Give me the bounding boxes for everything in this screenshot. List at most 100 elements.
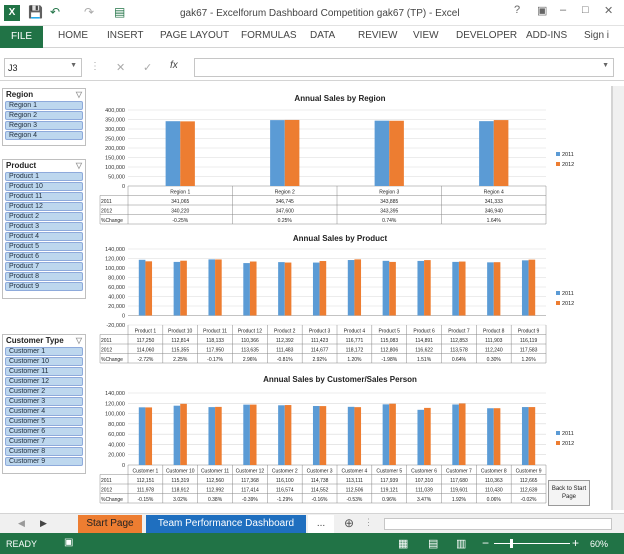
data-label: 0.30% (487, 357, 502, 363)
slicer-product-item[interactable]: Product 11 (5, 191, 83, 202)
page-break-view-icon[interactable]: ▥ (456, 538, 467, 550)
zoom-slider-thumb[interactable] (510, 539, 513, 548)
data-label: 117,414 (241, 488, 259, 494)
redo-icon[interactable]: ↷ (84, 5, 95, 19)
slicer-region-item[interactable]: Region 4 (5, 130, 83, 141)
tab-team-performance[interactable]: Team Performance Dashboard (146, 515, 306, 533)
data-label: 113,578 (450, 348, 468, 354)
page-layout-view-icon[interactable]: ▤ (428, 538, 439, 550)
chevron-down-icon[interactable]: ▼ (70, 62, 77, 69)
clear-filter-icon[interactable]: ▽ (75, 336, 82, 345)
zoom-level[interactable]: 60% (590, 539, 609, 549)
slicer-product-item[interactable]: Product 1 (5, 172, 83, 182)
cancel-icon[interactable]: ✕ (116, 62, 126, 74)
data-label: 119,601 (450, 488, 468, 494)
tab-more-sheets[interactable]: ... (308, 515, 334, 533)
slicer-region-item[interactable]: Region 2 (5, 110, 83, 121)
tab-data[interactable]: DATA (310, 30, 336, 41)
tab-view[interactable]: VIEW (413, 30, 439, 41)
data-label: 117,583 (520, 348, 538, 354)
tab-add-ins[interactable]: ADD-INS (526, 30, 568, 41)
maximize-icon[interactable]: □ (582, 4, 589, 16)
slicer-customer-item[interactable]: Customer 4 (5, 406, 83, 417)
print-preview-icon[interactable]: ▤ (114, 5, 126, 19)
tab-start-page[interactable]: Start Page (78, 515, 142, 533)
sign-in-link[interactable]: Sign i (584, 30, 610, 41)
data-label: -0.39% (242, 497, 258, 503)
data-label: -0.15% (137, 497, 153, 503)
slicer-product-item[interactable]: Product 5 (5, 241, 83, 252)
tab-scroll-left-icon[interactable]: ◀ (18, 518, 25, 528)
tab-scroll-right-icon[interactable]: ▶ (40, 518, 47, 528)
worksheet-area[interactable] (0, 86, 612, 510)
data-label: -0.25% (172, 218, 188, 224)
slicer-product-item[interactable]: Product 12 (5, 201, 83, 212)
tab-formulas[interactable]: FORMULAS (241, 30, 297, 41)
clear-filter-icon[interactable]: ▽ (75, 161, 82, 170)
tab-insert[interactable]: INSERT (107, 30, 144, 41)
new-sheet-icon[interactable]: ⊕ (344, 516, 355, 530)
clear-filter-icon[interactable]: ▽ (75, 90, 82, 99)
slicer-product-item[interactable]: Product 6 (5, 251, 83, 262)
data-label: 112,992 (206, 488, 224, 494)
slicer-product-item[interactable]: Product 3 (5, 221, 83, 232)
slicer-customer-item[interactable]: Customer 10 (5, 356, 83, 367)
slicer-customer-item[interactable]: Customer 11 (5, 366, 83, 377)
slicer-region-item[interactable]: Region 1 (5, 101, 83, 111)
tab-split-icon[interactable]: ⋮ (364, 517, 373, 527)
slicer-customer-item[interactable]: Customer 1 (5, 347, 83, 357)
data-label: 112,392 (276, 338, 294, 344)
vertical-scrollbar[interactable] (612, 86, 624, 510)
bar-2012 (458, 261, 466, 316)
undo-icon[interactable]: ↶ (50, 5, 61, 19)
insert-function-icon[interactable]: fx (170, 60, 178, 71)
minimize-icon[interactable]: – (560, 4, 567, 16)
normal-view-icon[interactable]: ▦ (398, 538, 409, 550)
bar-2012 (493, 408, 501, 465)
slicer-customer-item[interactable]: Customer 12 (5, 376, 83, 387)
slicer-customer-item[interactable]: Customer 2 (5, 386, 83, 397)
bar-2011 (347, 260, 355, 316)
save-icon[interactable]: 💾 (28, 5, 43, 19)
formula-input[interactable]: ▼ (194, 58, 614, 77)
slicer-customer-item[interactable]: Customer 3 (5, 396, 83, 407)
bar-2012 (284, 119, 300, 186)
region-sales-chart: 400,000 350,000 300,000 250,000 200,000 150,0… (99, 108, 574, 225)
data-label: 115,083 (380, 338, 398, 344)
tab-page-layout[interactable]: PAGE LAYOUT (160, 30, 230, 41)
name-box[interactable]: J3 ▼ (4, 58, 82, 77)
slicer-region-item[interactable]: Region 3 (5, 120, 83, 131)
tab-home[interactable]: HOME (58, 30, 88, 41)
x-tick-label: Customer 8 (481, 469, 507, 475)
tab-review[interactable]: REVIEW (358, 30, 398, 41)
slicer-customer-item[interactable]: Customer 9 (5, 456, 83, 467)
slicer-customer-item[interactable]: Customer 7 (5, 436, 83, 447)
ribbon-display-icon[interactable]: ▣ (537, 5, 548, 17)
slicer-customer-item[interactable]: Customer 5 (5, 416, 83, 427)
slicer-product-item[interactable]: Product 9 (5, 281, 83, 292)
data-label: 113,635 (241, 348, 259, 354)
slicer-customer-item[interactable]: Customer 8 (5, 446, 83, 457)
zoom-out-icon[interactable]: − (482, 536, 490, 550)
slicer-product-item[interactable]: Product 2 (5, 211, 83, 222)
tab-developer[interactable]: DEVELOPER (456, 30, 518, 41)
slicer-product-item[interactable]: Product 7 (5, 261, 83, 272)
slicer-customer-item[interactable]: Customer 6 (5, 426, 83, 437)
slicer-product-item[interactable]: Product 10 (5, 181, 83, 192)
data-label: 115,319 (171, 478, 189, 484)
slicer-product-item[interactable]: Product 4 (5, 231, 83, 242)
macro-record-icon[interactable]: ▣ (64, 537, 74, 548)
zoom-slider[interactable] (494, 543, 570, 544)
help-icon[interactable]: ? (514, 4, 521, 16)
legend-label: 2012 (562, 441, 574, 447)
enter-icon[interactable]: ✓ (143, 62, 153, 74)
data-label: 343,395 (380, 209, 398, 215)
tab-file[interactable]: FILE (0, 26, 43, 48)
zoom-in-icon[interactable]: + (572, 536, 580, 550)
expand-formula-icon[interactable]: ▼ (602, 62, 609, 69)
horizontal-scrollbar[interactable] (384, 518, 612, 530)
data-label: -1.98% (381, 357, 397, 363)
close-icon[interactable]: ✕ (604, 5, 614, 17)
back-to-start-button[interactable]: Back to Start Page (548, 480, 590, 506)
slicer-product-item[interactable]: Product 8 (5, 271, 83, 282)
